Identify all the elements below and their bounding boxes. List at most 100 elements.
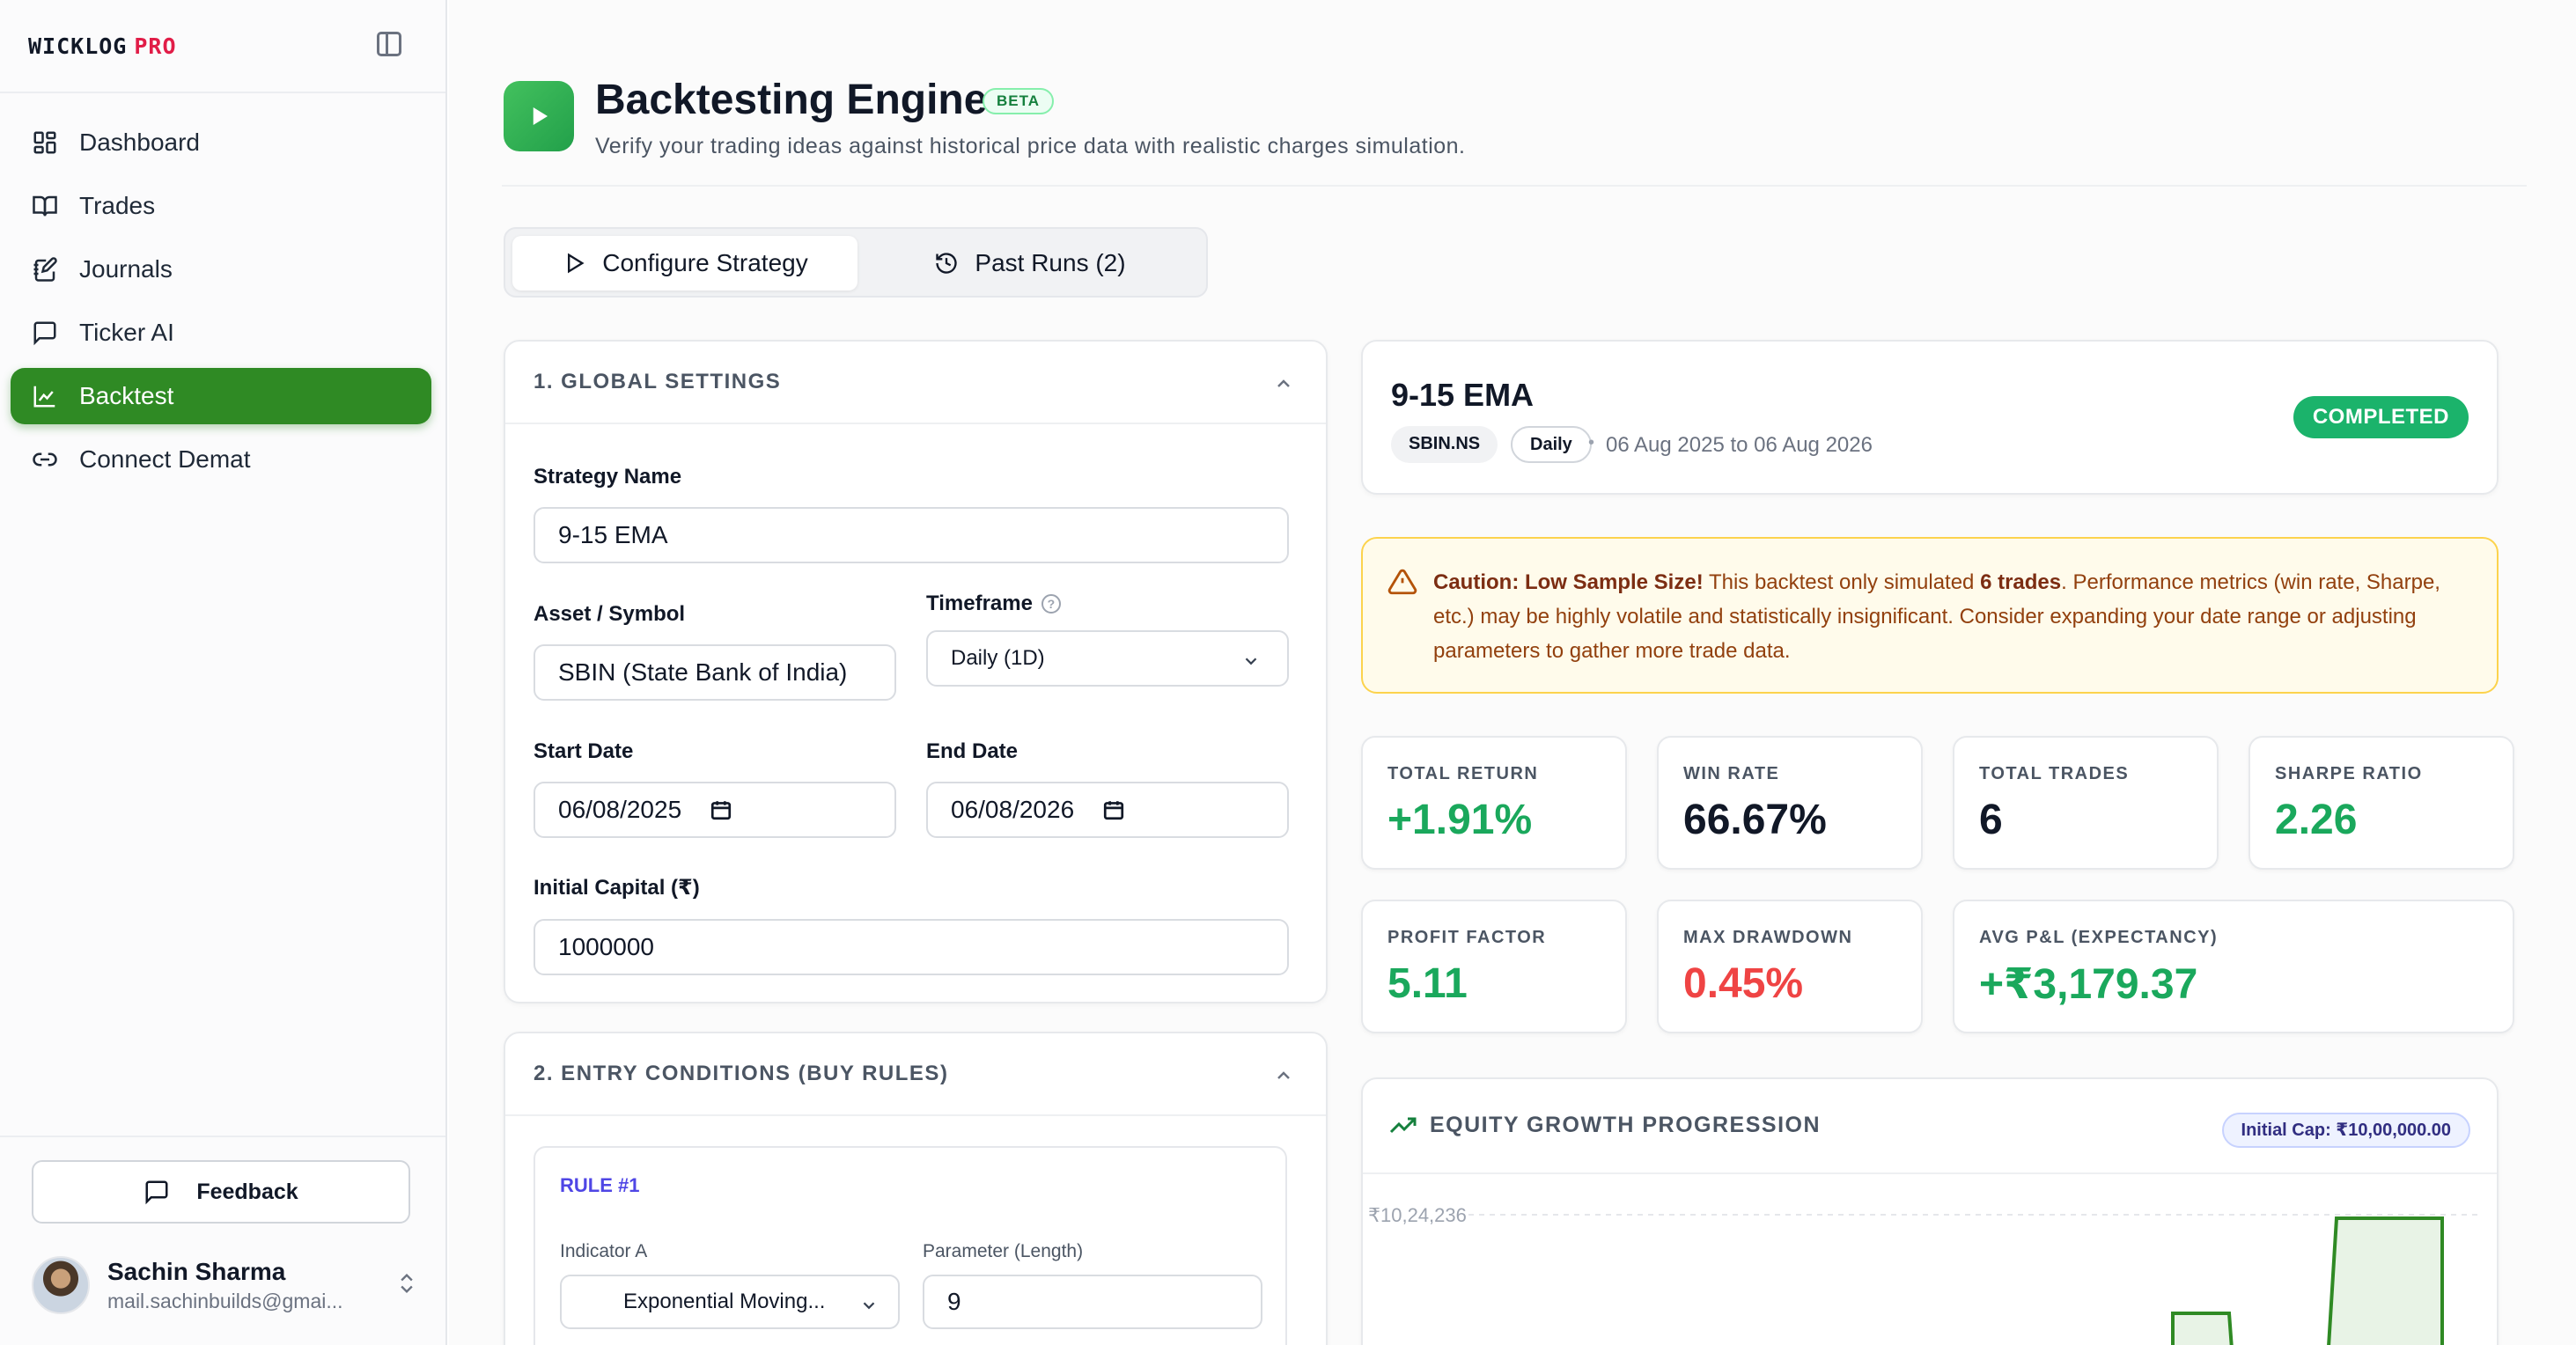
calendar-icon[interactable] (710, 798, 732, 821)
global-settings-card: 1. GLOBAL SETTINGS Strategy Name 9-15 EM… (504, 340, 1328, 1003)
book-icon (32, 193, 58, 219)
user-menu[interactable]: Sachin Sharma mail.sachinbuilds@gmai... (32, 1250, 419, 1320)
input-value: 06/08/2025 (558, 796, 682, 823)
tab-past-runs[interactable]: Past Runs (2) (861, 236, 1199, 290)
end-date-input[interactable]: 06/08/2026 (926, 782, 1289, 838)
sidebar-footer: Feedback Sachin Sharma mail.sachinbuilds… (0, 1136, 445, 1345)
metric-label: MAX DRAWDOWN (1683, 928, 1853, 947)
start-date-input[interactable]: 06/08/2025 (534, 782, 896, 838)
symbol-pill: SBIN.NS (1391, 426, 1498, 463)
grid-icon (32, 129, 58, 156)
warning-trade-count: 6 trades (1980, 570, 2062, 594)
separator-dot: • (1588, 433, 1595, 452)
chevron-down-icon (863, 1302, 875, 1310)
parameter-input[interactable]: 9 (923, 1275, 1262, 1329)
metric-label: TOTAL RETURN (1387, 764, 1539, 783)
end-date-label: End Date (926, 739, 1019, 763)
chevron-up-icon[interactable] (1273, 373, 1294, 394)
divider (502, 185, 2527, 187)
strategy-name-input[interactable]: 9-15 EMA (534, 507, 1289, 563)
metric-label: WIN RATE (1683, 764, 1780, 783)
metric-label: TOTAL TRADES (1979, 764, 2130, 783)
play-outline-icon (568, 253, 585, 274)
result-date-range: 06 Aug 2025 to 06 Aug 2026 (1606, 433, 1873, 457)
indicator-a-label: Indicator A (560, 1241, 648, 1261)
brand-header: WICKLOG PRO (0, 0, 445, 93)
asset-label: Asset / Symbol (534, 602, 686, 626)
initial-capital-input[interactable]: 1000000 (534, 919, 1289, 975)
feedback-button[interactable]: Feedback (32, 1160, 410, 1224)
metric-value: 6 (1979, 797, 2003, 843)
trending-up-icon (1389, 1117, 1417, 1134)
metric-max-drawdown: MAX DRAWDOWN 0.45% (1657, 900, 1923, 1033)
timeframe-select[interactable]: Daily (1D) (926, 630, 1289, 687)
rule-card: RULE #1 Indicator A Exponential Moving..… (534, 1146, 1287, 1345)
sidebar-item-journals[interactable]: Journals (11, 241, 431, 298)
chevrons-up-down-icon[interactable] (394, 1266, 419, 1301)
sidebar-item-label: Ticker AI (79, 319, 174, 346)
sidebar-item-dashboard[interactable]: Dashboard (11, 114, 431, 171)
calendar-icon[interactable] (1102, 798, 1125, 821)
rule-title: RULE #1 (560, 1174, 640, 1196)
y-axis-tick-label: ₹10,24,236 (1368, 1204, 1467, 1226)
sidebar-item-connect-demat[interactable]: Connect Demat (11, 431, 431, 488)
metric-value: 0.45% (1683, 960, 1804, 1007)
sidebar-item-trades[interactable]: Trades (11, 178, 431, 234)
sidebar-item-label: Dashboard (79, 129, 200, 156)
indicator-a-select[interactable]: Exponential Moving... (560, 1275, 900, 1329)
avatar (32, 1256, 90, 1314)
strategy-name-label: Strategy Name (534, 465, 682, 489)
sidebar-item-label: Trades (79, 192, 156, 219)
sidebar-nav: Dashboard Trades Journals Ticker AI Back… (0, 93, 445, 488)
metric-total-return: TOTAL RETURN +1.91% (1361, 736, 1627, 870)
sidebar-item-label: Connect Demat (79, 445, 251, 473)
brand-pro: PRO (134, 33, 177, 59)
brand-logo[interactable]: WICKLOG PRO (28, 33, 177, 59)
global-settings-header[interactable]: 1. GLOBAL SETTINGS (505, 342, 1326, 424)
initial-capital-label: Initial Capital (₹) (534, 876, 700, 900)
warning-title: Caution: Low Sample Size! (1433, 570, 1704, 594)
section-title: 1. GLOBAL SETTINGS (534, 370, 782, 393)
entry-conditions-header[interactable]: 2. ENTRY CONDITIONS (BUY RULES) (505, 1033, 1326, 1116)
metric-label: PROFIT FACTOR (1387, 928, 1547, 947)
metric-value: 2.26 (2275, 797, 2358, 843)
equity-area-chart[interactable] (1363, 1185, 2497, 1345)
metric-avg-pnl: AVG P&L (EXPECTANCY) +₹3,179.37 (1953, 900, 2514, 1033)
metric-win-rate: WIN RATE 66.67% (1657, 736, 1923, 870)
metric-label: SHARPE RATIO (2275, 764, 2423, 783)
metric-profit-factor: PROFIT FACTOR 5.11 (1361, 900, 1627, 1033)
brand-name: WICKLOG (28, 33, 128, 59)
sidebar-item-backtest[interactable]: Backtest (11, 368, 431, 424)
metric-value: 5.11 (1387, 960, 1468, 1007)
alert-triangle-icon (1387, 569, 1417, 595)
chevron-down-icon (1245, 658, 1257, 665)
user-name: Sachin Sharma (107, 1257, 286, 1285)
warning-text: Caution: Low Sample Size! This backtest … (1433, 565, 2472, 668)
sidebar-toggle-icon[interactable] (377, 32, 401, 56)
equity-chart-card: EQUITY GROWTH PROGRESSION Initial Cap: ₹… (1361, 1077, 2499, 1345)
divider (1363, 1172, 2497, 1174)
sidebar-item-label: Journals (79, 255, 173, 283)
help-circle-icon[interactable]: ? (1041, 594, 1061, 614)
asset-input[interactable]: SBIN (State Bank of India) (534, 644, 896, 701)
main-content: Backtesting Engine BETA Verify your trad… (449, 0, 2576, 1345)
message-square-icon (32, 320, 58, 346)
metric-value: +1.91% (1387, 797, 1533, 843)
warning-text-part: . Performance metrics (win rate, Sharpe,… (1433, 570, 2440, 663)
feedback-label: Feedback (196, 1179, 298, 1204)
warning-text-part: This backtest only simulated (1703, 570, 1981, 594)
tab-configure-strategy[interactable]: Configure Strategy (512, 236, 857, 290)
status-badge: COMPLETED (2293, 396, 2469, 438)
tab-label: Configure Strategy (602, 249, 808, 276)
message-square-icon (145, 1180, 168, 1205)
page-title: Backtesting Engine (595, 77, 988, 123)
input-value: 9-15 EMA (558, 521, 668, 548)
interval-pill: Daily (1511, 426, 1592, 463)
chevron-up-icon[interactable] (1273, 1065, 1294, 1086)
equity-line (2171, 1216, 2444, 1345)
input-value: SBIN (State Bank of India) (558, 658, 848, 686)
initial-cap-badge: Initial Cap: ₹10,00,000.00 (2221, 1113, 2470, 1148)
start-date-label: Start Date (534, 739, 634, 763)
sidebar-item-ticker-ai[interactable]: Ticker AI (11, 305, 431, 361)
metric-sharpe-ratio: SHARPE RATIO 2.26 (2248, 736, 2514, 870)
